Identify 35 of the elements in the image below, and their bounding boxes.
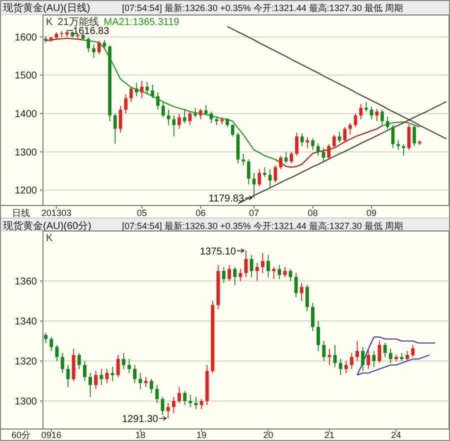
chart-title: 现货黄金(AU)(日线) — [3, 2, 90, 14]
series-label: MA21:1365.3119 — [104, 17, 180, 28]
y-tick-label: 1300 — [14, 396, 38, 408]
annotation: K — [46, 233, 53, 244]
x-tick-label: 201303 — [41, 208, 72, 218]
annotation: 21万能线 — [58, 16, 99, 28]
annotation: K — [46, 17, 53, 28]
chart-title: 现货黄金(AU)(60分) — [3, 220, 92, 232]
x-tick-label: 0916 — [41, 430, 62, 440]
y-tick-label: 1340 — [14, 316, 38, 328]
chart-subtitle: [07:54:54] 最新:1326.30 +0.35% 今开:1321.44 最高:1327.30 最低 周期 — [122, 221, 403, 231]
x-tick-label: 19 — [196, 430, 207, 440]
x-axis-title: 60分 — [11, 430, 31, 440]
x-tick-label: 18 — [135, 430, 146, 440]
y-tick-label: 1300 — [14, 147, 38, 158]
annotation: 1375.10 — [200, 246, 236, 258]
x-tick-label: 24 — [391, 430, 402, 440]
x-tick-label: 07 — [249, 208, 260, 218]
y-tick-label: 1500 — [14, 70, 38, 82]
x-tick-label: 05 — [136, 208, 147, 218]
annotation: 1179.83 — [208, 193, 244, 204]
y-tick-label: 1200 — [14, 186, 38, 197]
x-tick-label: 20 — [263, 430, 274, 440]
y-tick-label: 1320 — [14, 356, 38, 368]
x-tick-label: 21 — [324, 430, 334, 440]
x-tick-label: 09 — [366, 208, 377, 218]
x-tick-label: 06 — [196, 208, 206, 218]
x-tick-label: 08 — [308, 208, 318, 218]
y-tick-label: 1600 — [14, 32, 38, 44]
y-tick-label: 1400 — [14, 109, 38, 120]
annotation: 1291.30 — [122, 414, 159, 425]
annotation: 1616.83 — [73, 26, 110, 37]
x-axis-title: 日线 — [12, 208, 30, 218]
chart-subtitle: [07:54:54] 最新:1326.30 +0.35% 今开:1321.44 最高:1327.30 最低 周期 — [122, 3, 403, 13]
y-tick-label: 1360 — [14, 276, 38, 288]
